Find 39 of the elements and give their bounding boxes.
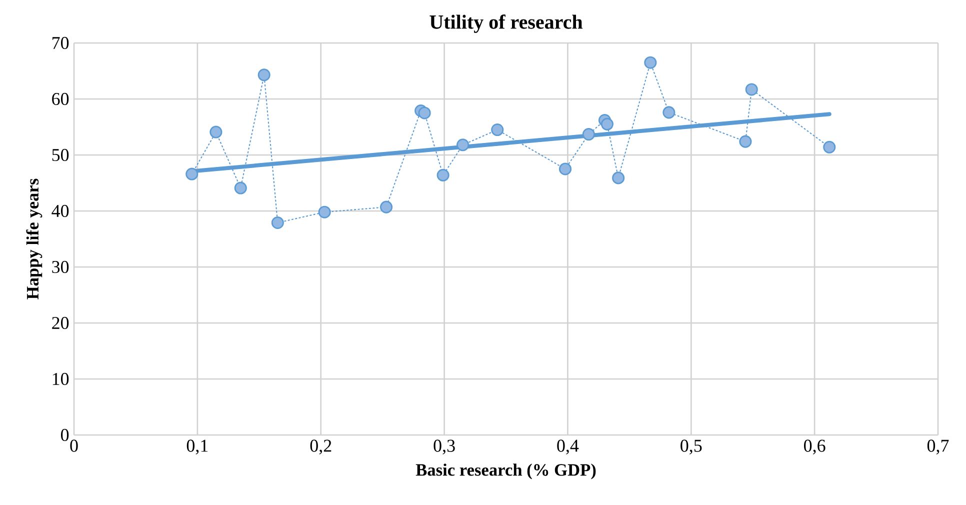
- point: [418, 106, 431, 120]
- x-tick-label: 0,3: [434, 440, 455, 454]
- point: [234, 182, 247, 194]
- point: [271, 216, 284, 230]
- point: [318, 206, 331, 218]
- point: [662, 106, 676, 119]
- x-tick-label: 0,2: [310, 440, 332, 454]
- point: [739, 135, 752, 148]
- y-tick-label: 70: [52, 36, 69, 50]
- y-tick-label: 30: [52, 260, 69, 274]
- point: [436, 168, 450, 182]
- y-axis-title: Happy life years: [26, 178, 42, 300]
- point: [823, 140, 836, 154]
- point: [612, 172, 625, 184]
- point: [210, 126, 222, 138]
- x-tick-label: 0,4: [557, 440, 579, 454]
- point: [745, 83, 758, 96]
- point: [600, 118, 614, 130]
- point: [491, 124, 504, 136]
- point: [380, 200, 393, 214]
- x-tick-label: 0,5: [680, 440, 702, 454]
- point: [582, 128, 595, 141]
- y-tick-label: 40: [52, 204, 69, 218]
- point: [558, 162, 572, 176]
- x-tick-label: 0,6: [804, 440, 826, 454]
- x-tick-label: 0,7: [927, 440, 949, 454]
- point: [186, 168, 198, 180]
- x-tick-label: 0,1: [186, 440, 208, 454]
- point: [258, 68, 270, 82]
- y-tick-label: 20: [52, 316, 69, 330]
- y-tick-label: 10: [52, 372, 69, 386]
- y-tick-label: 0: [60, 428, 69, 442]
- x-axis-title: Basic research (% GDP): [416, 464, 596, 480]
- y-tick-label: 50: [52, 148, 69, 162]
- y-tick-label: 60: [52, 92, 69, 106]
- x-tick-label: 0: [70, 440, 78, 452]
- point: [456, 138, 470, 152]
- point: [644, 56, 657, 69]
- chart-title: Utility of research: [430, 14, 583, 33]
